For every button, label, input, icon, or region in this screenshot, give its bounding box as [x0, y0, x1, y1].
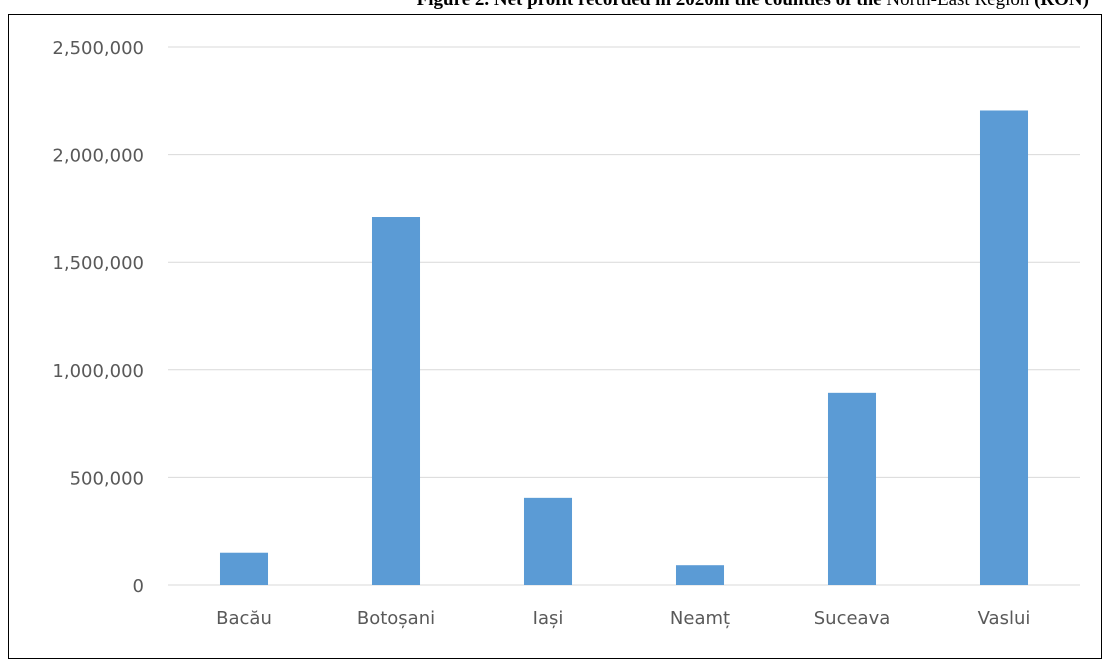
- x-axis-tick-labels: Bacău Botoșani Iași Neamț Suceava Vaslui: [216, 608, 1030, 629]
- y-tick-label: 0: [133, 576, 144, 597]
- x-tick-label: Neamț: [670, 608, 730, 629]
- bar-4: [827, 392, 877, 585]
- x-tick-label: Vaslui: [978, 608, 1031, 629]
- figure-title-prefix: Figure 2.: [417, 0, 489, 10]
- bar-0: [219, 552, 269, 585]
- grid-layer: [168, 46, 1080, 586]
- x-tick-label: Iași: [533, 608, 564, 629]
- bar-5: [979, 110, 1029, 585]
- bar-1: [371, 217, 421, 585]
- y-tick-label: 2,000,000: [52, 146, 144, 167]
- bar-3: [675, 565, 725, 585]
- y-axis-tick-labels: 0 500,000 1,000,000 1,500,000 2,000,000 2,500…: [52, 38, 144, 597]
- y-tick-label: 1,500,000: [52, 253, 144, 274]
- figure-title-region: North-East Region: [886, 0, 1029, 10]
- figure-title-main: Net profit recorded in 2020in the counti…: [489, 0, 886, 10]
- y-tick-label: 2,500,000: [52, 38, 144, 59]
- y-tick-label: 1,000,000: [52, 361, 144, 382]
- figure-title: Figure 2. Net profit recorded in 2020in …: [0, 0, 1105, 12]
- x-tick-label: Botoșani: [357, 608, 435, 629]
- x-tick-label: Suceava: [814, 608, 891, 629]
- bars-layer: [219, 110, 1029, 585]
- bar-2: [523, 497, 573, 585]
- y-tick-label: 500,000: [70, 468, 144, 489]
- figure-title-unit: (RON): [1029, 0, 1089, 10]
- x-tick-label: Bacău: [216, 608, 272, 629]
